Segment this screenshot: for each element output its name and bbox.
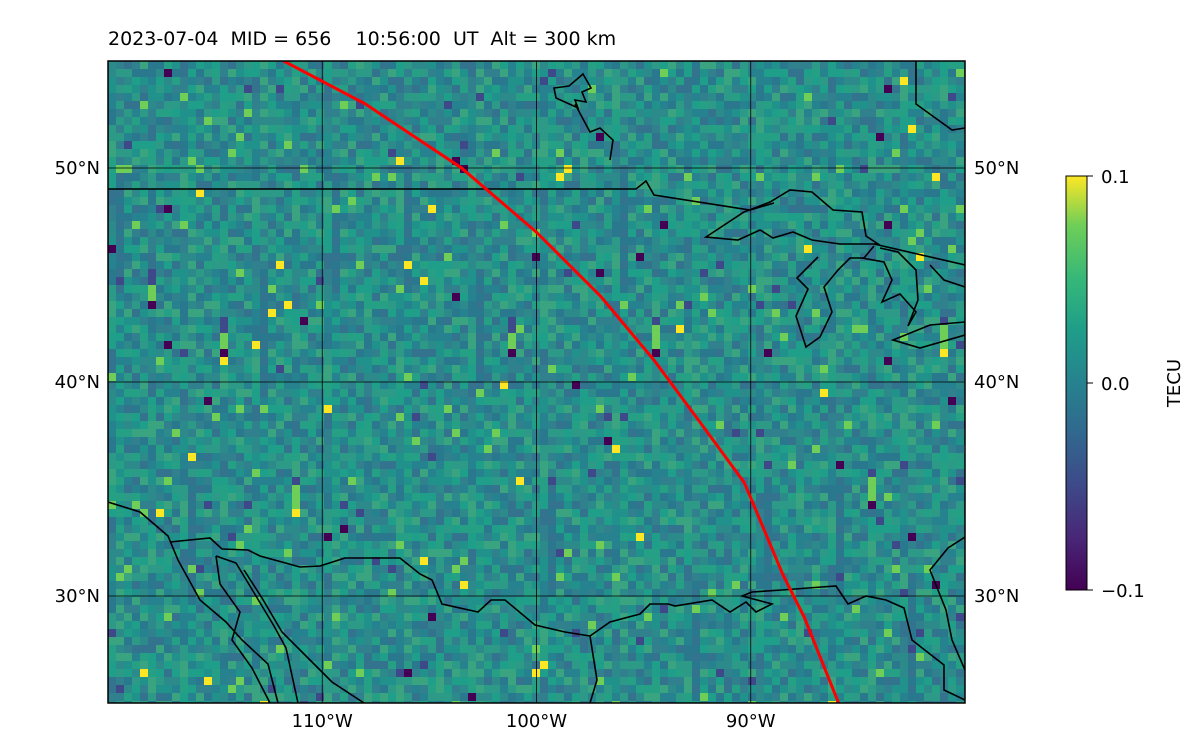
us-mexico-border-and-gulf-coast	[169, 537, 965, 701]
longitude-tick-label: 110°W	[292, 711, 353, 732]
sierra-coast	[243, 569, 365, 703]
gulf-coast-southwest	[589, 635, 598, 703]
lake-michigan	[795, 245, 875, 349]
longitude-tick-label: 100°W	[506, 711, 567, 732]
latitude-tick-label-left: 30°N	[55, 586, 100, 607]
map-panel	[108, 61, 965, 703]
longitude-tick-label: 90°W	[726, 711, 776, 732]
mexico-pacific-coast	[108, 501, 279, 703]
colorbar-tick-label: 0.0	[1101, 374, 1130, 395]
satellite-track	[282, 61, 840, 703]
lake-winnipeg	[553, 72, 614, 161]
latitude-tick-label-left: 50°N	[55, 158, 100, 179]
tec-heatmap	[108, 61, 965, 703]
latitude-tick-label-right: 30°N	[974, 586, 1019, 607]
map-title: 2023-07-04 MID = 656 10:56:00 UT Alt = 3…	[108, 28, 617, 50]
hudson-bay-coast	[915, 61, 965, 131]
florida-coast	[929, 536, 965, 671]
colorbar-tick-label: −0.1	[1101, 581, 1145, 602]
colorbar-gradient	[1065, 175, 1088, 591]
gulf-of-california-coast	[215, 555, 299, 703]
map-frame	[107, 60, 966, 704]
latitude-tick-label-right: 40°N	[974, 372, 1019, 393]
colorbar-label: TECU	[1164, 359, 1185, 408]
colorbar: 0.1 0.0 −0.1 TECU	[1065, 167, 1185, 602]
axis-ticks: 110°W 100°W 90°W 50°N 50°N 40°N 40°N 30°N 30°N	[55, 158, 1020, 732]
baja-coast	[215, 555, 271, 703]
latitude-tick-label-right: 50°N	[974, 158, 1019, 179]
colorbar-ticks: 0.1 0.0 −0.1	[1087, 167, 1145, 602]
colorbar-tick-label: 0.1	[1101, 167, 1130, 188]
graticule	[108, 61, 965, 703]
east-land	[929, 264, 965, 288]
coastlines-and-borders	[108, 61, 965, 703]
lake-erie	[890, 321, 965, 349]
north-border-east	[873, 243, 965, 266]
lake-huron	[861, 247, 919, 327]
lake-superior	[703, 189, 881, 245]
latitude-tick-label-left: 40°N	[55, 372, 100, 393]
